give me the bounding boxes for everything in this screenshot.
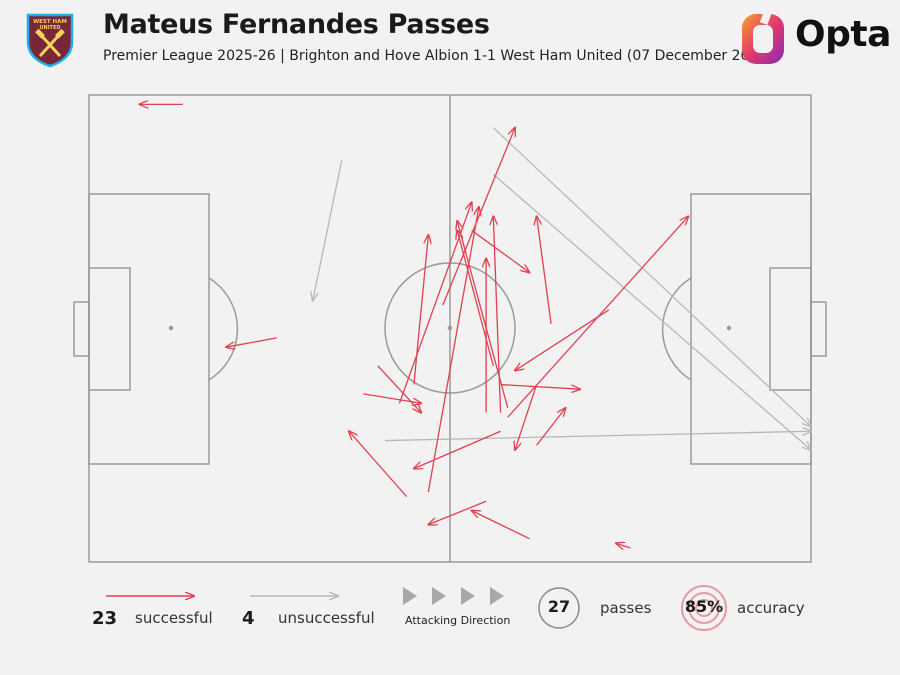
page-subtitle: Premier League 2025-26 | Brighton and Ho… <box>103 48 773 64</box>
page-title: Mateus Fernandes Passes <box>103 9 490 40</box>
left-penalty-spot <box>168 325 174 331</box>
successful-pass-17 <box>500 383 580 390</box>
passes-circle <box>538 587 580 629</box>
left-penalty-arc <box>208 277 239 381</box>
unsuccessful-label: unsuccessful <box>278 609 375 627</box>
accuracy-label: accuracy <box>737 599 805 617</box>
successful-pass-13 <box>537 216 552 324</box>
unsuccessful-pass-25 <box>313 160 343 300</box>
successful-pass-7 <box>427 207 479 493</box>
unsuccessful-count: 4 <box>242 608 255 629</box>
right-penalty-spot <box>726 325 732 331</box>
successful-pass-24 <box>616 543 631 548</box>
attacking-direction-icon <box>403 587 504 605</box>
successful-pass-18 <box>515 384 538 450</box>
successful-pass-12 <box>471 229 530 272</box>
opta-logo-icon <box>742 10 784 64</box>
svg-text:WEST HAM: WEST HAM <box>33 19 67 25</box>
successful-count: 23 <box>92 608 118 629</box>
centre-spot <box>447 325 453 331</box>
successful-pass-22 <box>428 500 487 524</box>
successful-pass-3 <box>349 431 408 498</box>
unsuccessful-pass-26 <box>492 127 811 427</box>
right-penalty-arc <box>661 277 692 381</box>
passes-value: 27 <box>547 597 571 616</box>
svg-text:UNITED: UNITED <box>39 25 60 31</box>
successful-pass-23 <box>472 511 530 540</box>
passes-layer <box>140 104 811 548</box>
accuracy-target-icon <box>681 585 727 631</box>
successful-pass-11 <box>457 230 494 367</box>
successful-pass-2 <box>226 337 277 347</box>
left-goal <box>73 301 90 357</box>
pitch-markings <box>73 94 827 563</box>
right-goal <box>810 301 827 357</box>
successful-pass-5 <box>377 365 421 413</box>
unsuccessful-pass-27 <box>492 173 811 450</box>
successful-label: successful <box>135 609 213 627</box>
successful-pass-19 <box>536 408 566 446</box>
attacking-direction-label: Attacking Direction <box>405 614 511 627</box>
successful-pass-21 <box>515 309 610 371</box>
west-ham-crest-icon: WEST HAM UNITED <box>26 13 74 68</box>
passes-label: passes <box>600 599 652 617</box>
unsuccessful-pass-28 <box>385 431 811 442</box>
successful-pass-15 <box>442 128 515 306</box>
accuracy-value: 85% <box>684 597 724 616</box>
successful-pass-16 <box>414 430 501 468</box>
successful-pass-8 <box>413 235 428 385</box>
opta-brand-text: Opta <box>795 14 891 55</box>
successful-pass-10 <box>493 216 502 413</box>
successful-pass-14 <box>457 221 509 409</box>
